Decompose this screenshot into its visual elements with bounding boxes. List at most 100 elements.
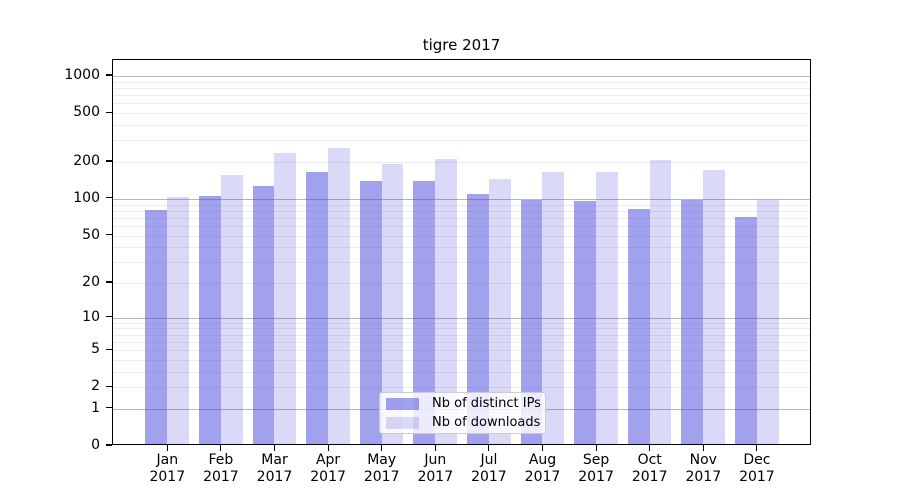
x-tick-label: Apr 2017 [310, 452, 346, 485]
gridline-minor [113, 350, 810, 352]
gridline-minor [113, 322, 810, 324]
gridline-minor [113, 125, 810, 126]
y-tick-mark [106, 316, 112, 318]
x-tick-label: Sep 2017 [578, 452, 614, 485]
x-tick-mark [756, 445, 758, 451]
bar-downloads [649, 160, 672, 444]
y-tick-label: 50 [82, 226, 100, 243]
x-tick-mark [541, 445, 544, 451]
x-tick-label: Jul 2017 [471, 452, 507, 485]
chart-title: tigre 2017 [422, 36, 501, 54]
gridline-minor [113, 371, 810, 373]
y-tick-mark [106, 348, 112, 350]
gridline-minor [113, 113, 810, 115]
y-tick-mark [106, 74, 112, 76]
x-tick-label: Dec 2017 [739, 452, 775, 485]
x-tick-mark [649, 445, 651, 451]
gridline-minor [113, 210, 810, 212]
bar-distinct-ips [735, 216, 757, 444]
x-tick-label: Jan 2017 [149, 452, 186, 485]
bar-distinct-ips [467, 194, 489, 444]
x-tick-mark [488, 445, 490, 451]
bar-distinct-ips [574, 200, 596, 444]
y-tick-label: 10 [82, 308, 100, 325]
y-tick-label: 0 [91, 437, 100, 453]
y-tick-label: 5 [91, 341, 100, 358]
gridline-minor [113, 334, 810, 336]
x-tick-mark [381, 445, 383, 451]
y-tick-label: 1 [91, 399, 100, 416]
x-tick-label: Nov 2017 [685, 452, 722, 485]
bar-distinct-ips [306, 171, 328, 444]
y-tick-label: 20 [82, 274, 100, 290]
x-tick-label: Jun 2017 [417, 452, 454, 485]
gridline-minor [113, 387, 810, 389]
gridline-minor [113, 359, 810, 361]
legend: Nb of distinct IPs Nb of downloads [379, 392, 546, 434]
x-tick-mark [273, 445, 276, 451]
gridline-minor [113, 204, 810, 206]
legend-row: Nb of distinct IPs [386, 396, 541, 412]
y-tick-mark [106, 111, 112, 113]
bar-downloads [488, 179, 511, 444]
x-tick-label: May 2017 [363, 452, 400, 485]
x-tick-mark [434, 445, 436, 451]
y-tick-label: 2 [91, 378, 100, 395]
gridline-minor [113, 217, 810, 219]
y-tick-label: 100 [73, 189, 100, 206]
bar-downloads [381, 163, 404, 444]
bar-downloads [756, 200, 779, 444]
bar-distinct-ips [252, 185, 275, 444]
gridline-minor [113, 88, 810, 89]
gridline-major [113, 76, 810, 77]
y-tick-mark [106, 385, 112, 387]
y-tick-mark [106, 160, 112, 162]
bar-downloads [703, 170, 725, 444]
bar-downloads [220, 175, 243, 444]
gridline-major [113, 198, 810, 200]
y-tick-mark [106, 233, 112, 236]
bar-downloads [328, 148, 350, 444]
gridline-minor [113, 262, 810, 264]
gridline-minor [113, 247, 810, 249]
legend-swatch-downloads [386, 416, 419, 429]
gridline-minor [113, 162, 810, 163]
x-tick-mark [595, 445, 597, 451]
bar-downloads [542, 171, 565, 444]
x-tick-mark [220, 445, 222, 451]
bar-downloads [274, 153, 297, 444]
x-tick-label: Mar 2017 [256, 452, 293, 485]
y-tick-mark [106, 444, 112, 446]
gridline-minor [113, 341, 810, 343]
x-tick-mark [702, 445, 704, 451]
gridline-minor [113, 235, 810, 237]
bar-distinct-ips [520, 199, 543, 444]
x-tick-label: Oct 2017 [631, 452, 668, 485]
bar-distinct-ips [359, 180, 382, 444]
y-tick-mark [106, 407, 112, 409]
gridline-major [113, 317, 810, 319]
y-tick-mark [106, 197, 112, 199]
bar-distinct-ips [681, 199, 704, 444]
gridline-minor [113, 283, 810, 284]
gridline-minor [113, 225, 810, 227]
x-tick-label: Feb 2017 [203, 452, 239, 485]
bar-downloads [435, 159, 457, 444]
y-tick-mark [106, 281, 112, 283]
x-tick-mark [327, 445, 329, 451]
plot-area: Nb of distinct IPs Nb of downloads [112, 59, 811, 445]
y-tick-label: 1000 [64, 67, 100, 83]
gridline-minor [113, 140, 810, 142]
legend-label-downloads: Nb of downloads [432, 414, 541, 430]
bar-distinct-ips [199, 196, 221, 444]
legend-row: Nb of downloads [386, 414, 541, 431]
legend-swatch-distinct-ips [386, 397, 419, 410]
gridline-minor [113, 103, 810, 105]
bar-distinct-ips [145, 210, 168, 444]
bar-distinct-ips [413, 180, 436, 444]
bar-downloads [167, 196, 189, 444]
x-tick-mark [166, 445, 168, 451]
y-tick-label: 500 [73, 104, 100, 121]
bar-downloads [596, 171, 618, 444]
